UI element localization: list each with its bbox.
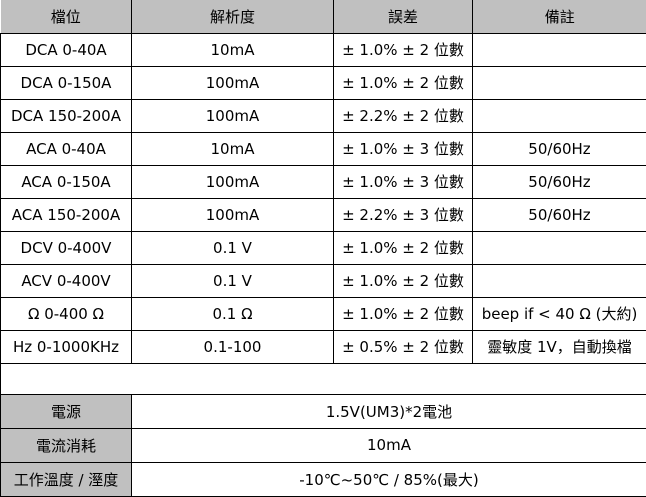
footer-label: 電源 <box>1 394 132 428</box>
spec-cell: ± 0.5% ± 2 位數 <box>334 330 473 363</box>
spec-cell: 10mA <box>132 33 334 66</box>
spec-cell: ± 1.0% ± 2 位數 <box>334 264 473 297</box>
spec-cell: 50/60Hz <box>473 198 646 231</box>
spec-cell: 100mA <box>132 198 334 231</box>
footer-label: 電流消耗 <box>1 428 132 462</box>
spec-cell: 0.1 V <box>132 264 334 297</box>
spec-cell <box>473 99 646 132</box>
spec-cell: ± 2.2% ± 2 位數 <box>334 99 473 132</box>
spec-cell: 0.1 V <box>132 231 334 264</box>
footer-value: 10mA <box>132 428 646 462</box>
spec-cell: 100mA <box>132 165 334 198</box>
header-cell-2: 誤差 <box>334 0 473 33</box>
spec-cell: 50/60Hz <box>473 132 646 165</box>
footer-label: 工作溫度 / 溼度 <box>1 462 132 496</box>
spec-cell: DCV 0-400V <box>1 231 132 264</box>
spec-cell: DCA 0-150A <box>1 66 132 99</box>
header-cell-1: 解析度 <box>132 0 334 33</box>
spec-cell: ± 1.0% ± 2 位數 <box>334 66 473 99</box>
spec-cell: Ω 0-400 Ω <box>1 297 132 330</box>
spacer-cell <box>1 363 646 394</box>
spec-cell: DCA 150-200A <box>1 99 132 132</box>
spec-cell: 100mA <box>132 99 334 132</box>
spec-cell: ACA 0-150A <box>1 165 132 198</box>
spec-cell: 0.1-100 <box>132 330 334 363</box>
footer-value: 1.5V(UM3)*2電池 <box>132 394 646 428</box>
spec-cell: Hz 0-1000KHz <box>1 330 132 363</box>
spec-cell: DCA 0-40A <box>1 33 132 66</box>
spec-cell: 50/60Hz <box>473 165 646 198</box>
spec-cell: ± 1.0% ± 2 位數 <box>334 33 473 66</box>
spec-cell: beep if < 40 Ω (大約) <box>473 297 646 330</box>
spec-cell <box>473 264 646 297</box>
spec-cell: 靈敏度 1V，自動換檔 <box>473 330 646 363</box>
spec-cell: ACV 0-400V <box>1 264 132 297</box>
footer-value: -10℃~50℃ / 85%(最大) <box>132 462 646 496</box>
spec-cell: ± 1.0% ± 2 位數 <box>334 231 473 264</box>
spec-cell: ACA 150-200A <box>1 198 132 231</box>
spec-cell: ACA 0-40A <box>1 132 132 165</box>
spec-cell: 10mA <box>132 132 334 165</box>
spec-cell <box>473 231 646 264</box>
spec-cell: 100mA <box>132 66 334 99</box>
header-row: 檔位解析度誤差備註 <box>1 0 646 33</box>
spec-cell: ± 1.0% ± 3 位數 <box>334 132 473 165</box>
footer-row: 工作溫度 / 溼度-10℃~50℃ / 85%(最大) <box>1 462 646 496</box>
header-cell-0: 檔位 <box>1 0 132 33</box>
spec-cell <box>473 66 646 99</box>
spec-cell: 0.1 Ω <box>132 297 334 330</box>
spec-cell <box>473 33 646 66</box>
spacer-row <box>1 363 646 394</box>
spec-cell: ± 1.0% ± 3 位數 <box>334 165 473 198</box>
spec-cell: ± 1.0% ± 2 位數 <box>334 297 473 330</box>
spec-cell: ± 2.2% ± 3 位數 <box>334 198 473 231</box>
header-cell-3: 備註 <box>473 0 646 33</box>
